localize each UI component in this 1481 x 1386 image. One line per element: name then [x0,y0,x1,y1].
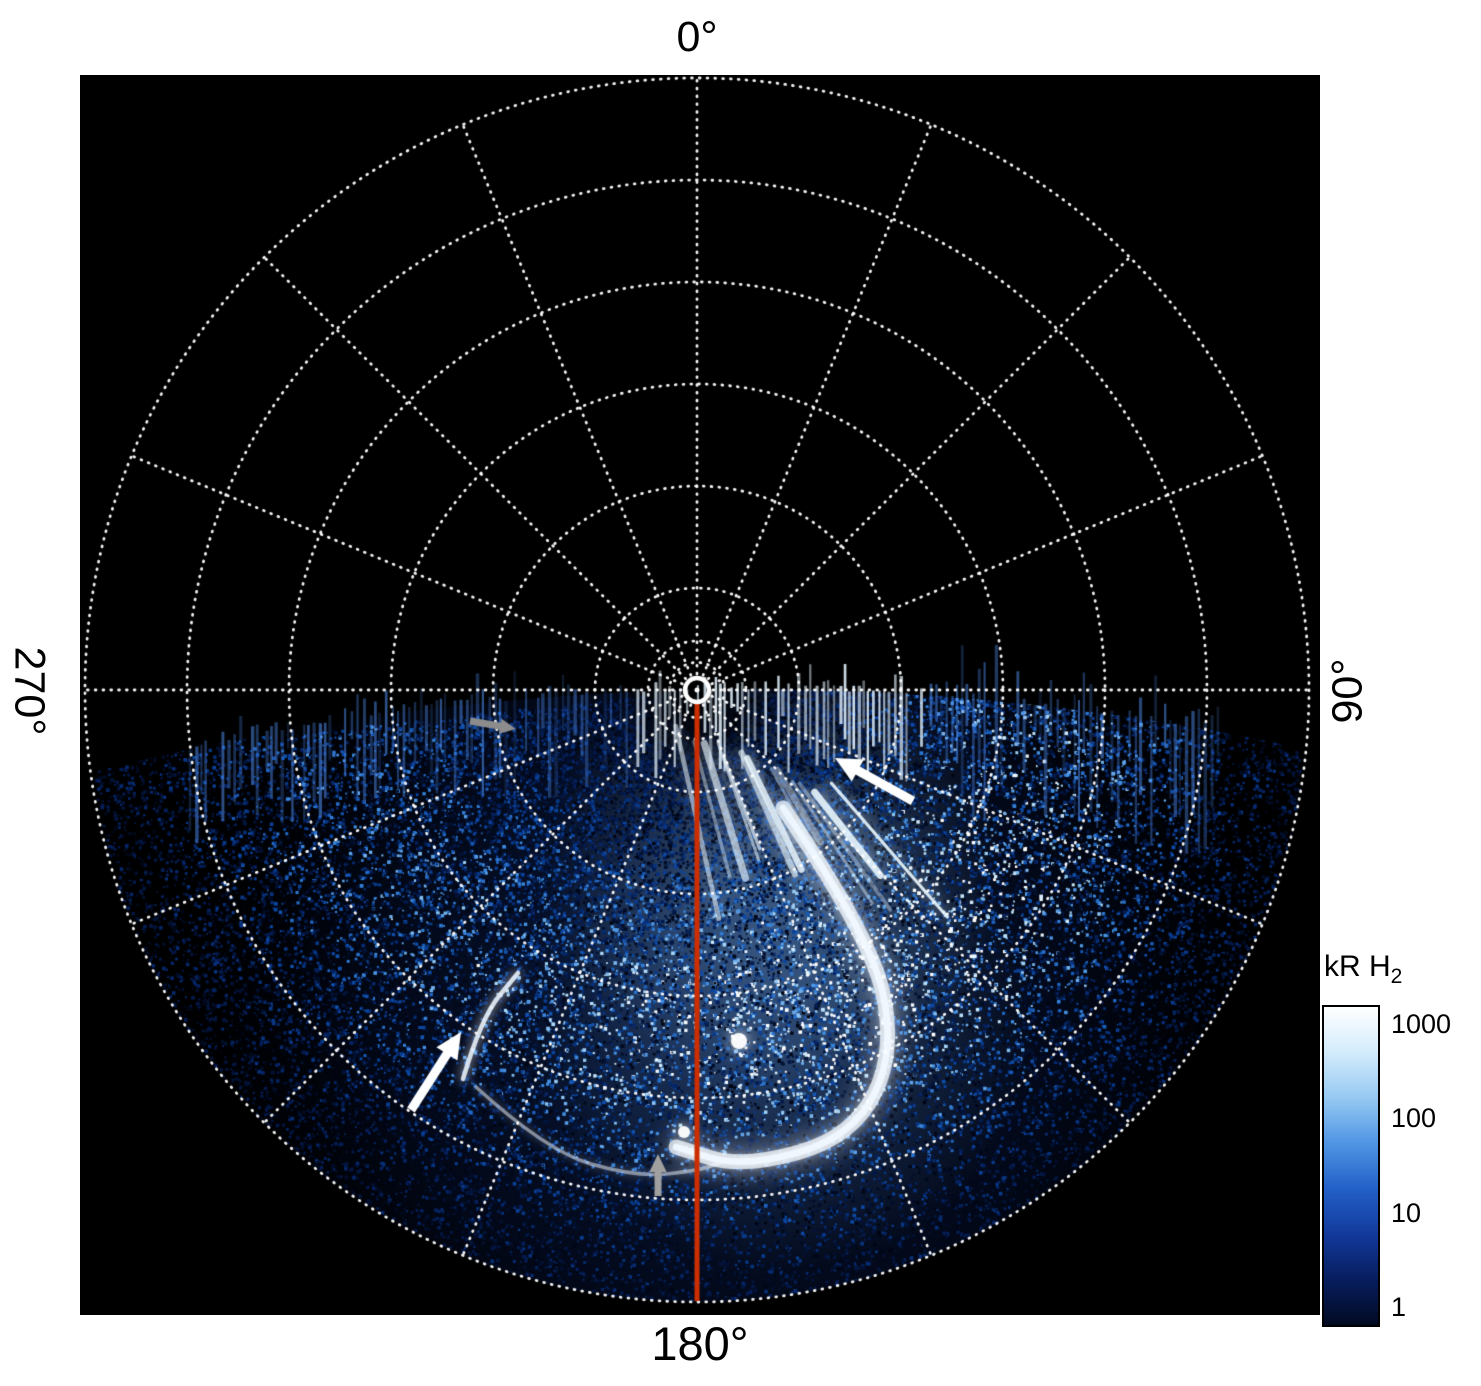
polar-plot [80,75,1320,1315]
colorbar-tick: 100 [1391,1103,1437,1134]
angle-label-180: 180° [651,1317,749,1370]
angle-label-0: 0° [676,13,718,61]
colorbar-title-text: kR H [1324,950,1391,983]
colorbar-ticks: 1000 100 10 1 [1391,1005,1451,1327]
angle-label-270: 270° [5,646,54,736]
colorbar-gradient [1322,1005,1380,1327]
colorbar-body: 1000 100 10 1 [1322,1005,1480,1327]
colorbar-tick: 1000 [1391,1009,1452,1039]
colorbar-title-subscript: 2 [1390,965,1403,988]
angle-label-90: 90° [1323,658,1372,724]
colorbar-tick: 10 [1391,1197,1422,1228]
colorbar: kR H2 1000 100 10 1 [1322,950,1480,1327]
colorbar-title: kR H2 [1324,950,1480,989]
colorbar-tick: 1 [1391,1291,1407,1322]
polar-plot-canvas [80,75,1320,1315]
